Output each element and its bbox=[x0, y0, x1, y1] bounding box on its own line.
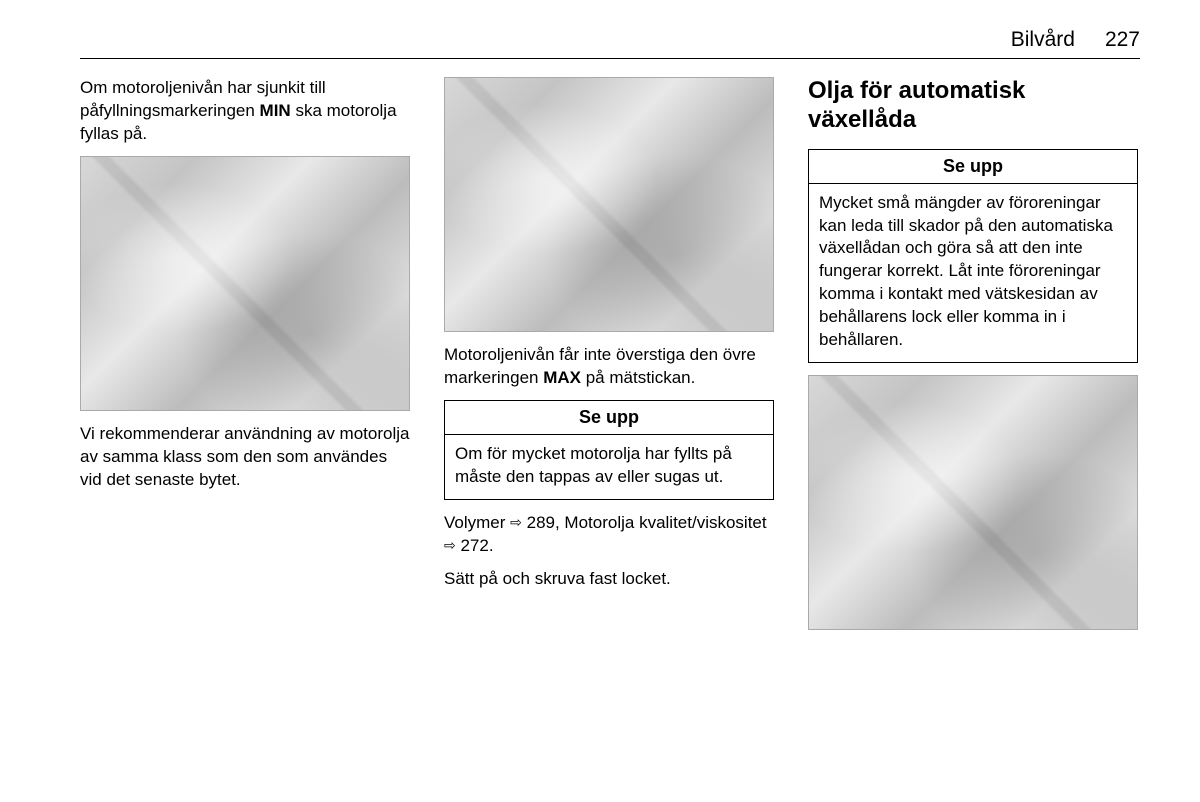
page-header: Bilvård 227 bbox=[80, 28, 1140, 59]
page-ref-1: 289 bbox=[527, 513, 555, 532]
text-fragment: Volymer bbox=[444, 513, 510, 532]
reference-arrow-icon: ⇨ bbox=[444, 536, 456, 555]
header-section-title: Bilvård bbox=[1011, 28, 1075, 52]
column-2: Motoroljenivån får inte överstiga den öv… bbox=[444, 77, 774, 642]
section-heading-transmission-oil: Olja för automatisk växellåda bbox=[808, 77, 1138, 135]
caution-title: Se upp bbox=[809, 150, 1137, 184]
max-label: MAX bbox=[543, 368, 581, 387]
min-label: MIN bbox=[260, 101, 291, 120]
caution-body: Mycket små mängder av föroreningar kan l… bbox=[809, 184, 1137, 363]
text-fragment: på mätstickan. bbox=[581, 368, 695, 387]
engine-oil-pour-illustration bbox=[444, 77, 774, 332]
engine-oil-fill-illustration bbox=[80, 156, 410, 411]
transmission-fluid-cap-illustration bbox=[808, 375, 1138, 630]
page-ref-2: 272 bbox=[460, 536, 488, 555]
col2-para1: Motoroljenivån får inte överstiga den öv… bbox=[444, 344, 774, 390]
content-columns: Om motoroljenivån har sjunkit till påfyl… bbox=[80, 77, 1140, 642]
column-3: Olja för automatisk växellåda Se upp Myc… bbox=[808, 77, 1138, 642]
caution-box-contamination: Se upp Mycket små mängder av föroreninga… bbox=[808, 149, 1138, 364]
reference-arrow-icon: ⇨ bbox=[510, 513, 522, 532]
page-number: 227 bbox=[1105, 28, 1140, 52]
caution-title: Se upp bbox=[445, 401, 773, 435]
caution-body: Om för mycket motorolja har fyllts på må… bbox=[445, 435, 773, 499]
caution-box-overfill: Se upp Om för mycket motorolja har fyllt… bbox=[444, 400, 774, 500]
col2-references: Volymer ⇨ 289, Motorolja kvalitet/viskos… bbox=[444, 512, 774, 558]
col1-para1: Om motoroljenivån har sjunkit till påfyl… bbox=[80, 77, 410, 146]
column-1: Om motoroljenivån har sjunkit till påfyl… bbox=[80, 77, 410, 642]
col1-para2: Vi rekommenderar användning av motorolja… bbox=[80, 423, 410, 492]
col2-para3: Sätt på och skruva fast locket. bbox=[444, 568, 774, 591]
text-fragment: , Motorolja kvalitet/viskositet bbox=[555, 513, 767, 532]
text-fragment: . bbox=[489, 536, 494, 555]
